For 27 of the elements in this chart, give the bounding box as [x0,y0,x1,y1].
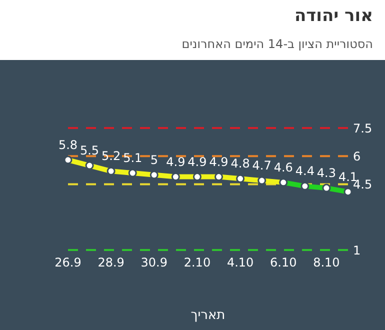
data-label: 5.1 [123,151,142,166]
data-label: 4.7 [252,158,272,173]
x-tick-label: 28.9 [98,256,124,270]
data-label: 5.5 [80,144,100,158]
ref-line-label: 1 [353,243,361,258]
data-label: 4.9 [166,154,186,169]
chart-subtitle: הסטוריית הציון ב-14 הימים האחרונים [182,37,373,51]
data-label: 4.6 [274,160,293,174]
ref-line-label: 6 [353,149,361,164]
data-label: 4.4 [295,164,314,178]
chart-title: אור יהודה [294,6,373,26]
x-tick-label: 26.9 [54,256,82,270]
data-label: 5 [150,152,158,167]
data-label: 5.8 [58,138,78,152]
x-axis-title: תאריך [190,308,226,323]
data-label: 5.2 [102,149,121,164]
data-label: 4.9 [188,154,207,169]
ref-line-label: 4.5 [353,178,372,192]
x-tick-label: 2.10 [184,256,211,270]
data-label: 4.3 [316,166,336,180]
ref-line-label: 7.5 [353,121,372,136]
x-tick-label: 4.10 [226,256,254,270]
data-label: 4.8 [230,156,250,171]
x-tick-label: 30.9 [140,256,168,270]
x-tick-label: 8.10 [313,256,340,270]
data-label: 4.9 [209,154,228,169]
x-tick-label: 6.10 [270,256,297,270]
